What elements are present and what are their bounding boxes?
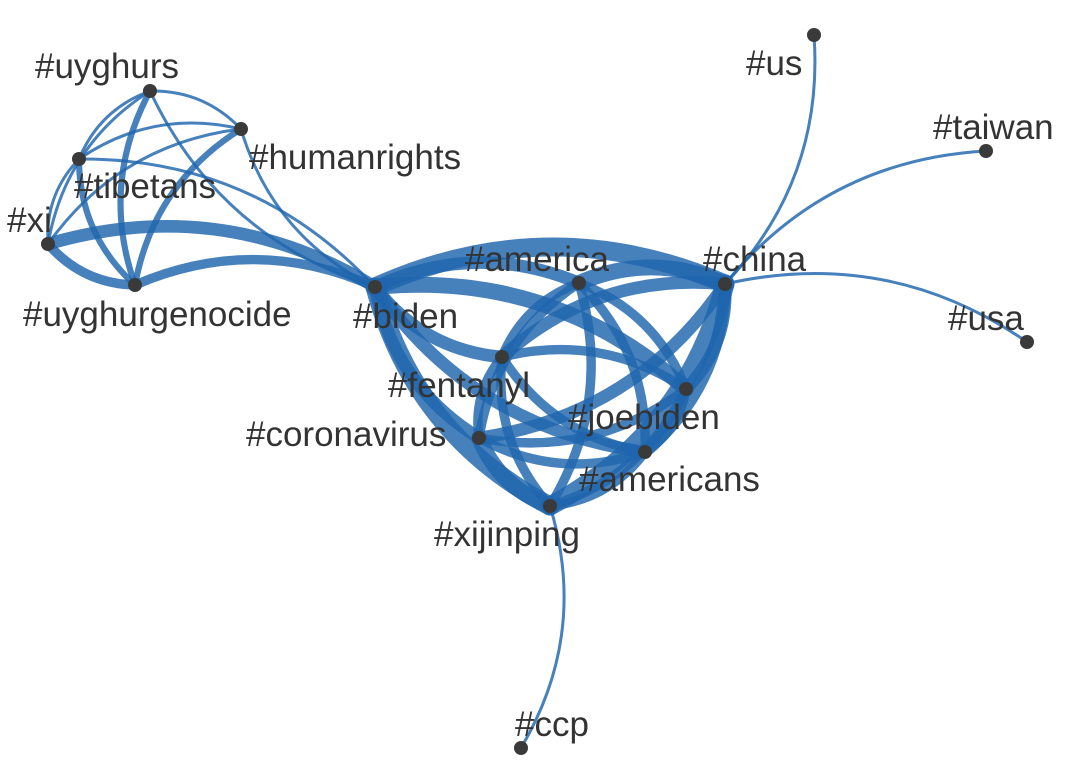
node-americans xyxy=(638,445,652,459)
edge-layer xyxy=(41,33,1029,750)
node-uyghurgenocide xyxy=(128,278,142,292)
edge-uyghurgenocide-biden xyxy=(130,254,380,292)
edge-humanrights-tibetans xyxy=(77,121,243,161)
node-ccp xyxy=(514,741,528,755)
edge-fentanyl-xijinping xyxy=(496,352,555,511)
edge-humanrights-uyghurgenocide xyxy=(131,125,245,289)
label-layer: #uyghurs #humanrights #tibetans #xi #uyghurg… xyxy=(7,44,1054,744)
label-xijinping: #xijinping xyxy=(434,515,580,554)
node-xi xyxy=(41,237,55,251)
node-us xyxy=(807,28,821,42)
edge-china-usa xyxy=(723,271,1029,344)
edge-america-joebiden xyxy=(574,278,691,394)
edge-fentanyl-coronavirus xyxy=(473,352,507,443)
node-layer xyxy=(41,28,1034,755)
edge-tibetans-xi xyxy=(46,157,81,246)
label-humanrights: #humanrights xyxy=(249,138,461,177)
edge-coronavirus-xijinping xyxy=(471,430,558,514)
label-uyghurs: #uyghurs xyxy=(35,47,179,86)
edge-xi-uyghurgenocide xyxy=(43,239,140,290)
node-biden xyxy=(368,280,382,294)
node-america xyxy=(572,276,586,290)
node-uyghurs xyxy=(143,84,157,98)
label-us: #us xyxy=(746,44,802,83)
edge-joebiden-coronavirus xyxy=(474,384,691,448)
edge-uyghurs-humanrights xyxy=(148,89,243,131)
label-fentanyl: #fentanyl xyxy=(388,366,530,405)
edge-fentanyl-joebiden xyxy=(497,344,691,394)
edge-coronavirus-americans xyxy=(474,433,650,469)
edge-tibetans-biden xyxy=(77,157,377,289)
edge-china-taiwan xyxy=(723,149,988,286)
label-china: #china xyxy=(703,240,807,279)
label-usa: #usa xyxy=(948,299,1024,338)
node-taiwan xyxy=(979,144,993,158)
edge-fentanyl-americans xyxy=(497,352,650,457)
label-uyghurgenocide: #uyghurgenocide xyxy=(23,295,292,334)
node-joebiden xyxy=(679,382,693,396)
edge-uyghurs-tibetans xyxy=(77,89,152,161)
label-taiwan: #taiwan xyxy=(933,108,1054,147)
node-humanrights xyxy=(234,122,248,136)
edge-xijinping-ccp xyxy=(519,504,566,750)
node-fentanyl xyxy=(495,350,509,364)
edge-china-xijinping xyxy=(540,274,735,516)
label-ccp: #ccp xyxy=(515,705,589,744)
edge-china-coronavirus xyxy=(472,277,732,445)
label-tibetans: #tibetans xyxy=(74,167,216,206)
label-xi: #xi xyxy=(7,201,52,240)
edge-humanrights-xi xyxy=(46,127,243,246)
node-china xyxy=(718,277,732,291)
label-joebiden: #joebiden xyxy=(568,398,720,437)
edge-uyghurs-uyghurgenocide xyxy=(117,87,154,289)
edge-china-fentanyl xyxy=(495,276,732,364)
edge-americans-xijinping xyxy=(545,447,650,511)
node-xijinping xyxy=(543,499,557,513)
label-coronavirus: #coronavirus xyxy=(246,415,446,454)
label-america: #america xyxy=(465,240,609,279)
node-tibetans xyxy=(72,152,86,166)
label-biden: #biden xyxy=(353,297,458,336)
edge-xi-biden xyxy=(41,220,382,294)
label-americans: #americans xyxy=(579,460,760,499)
node-usa xyxy=(1020,335,1034,349)
node-coronavirus xyxy=(472,431,486,445)
